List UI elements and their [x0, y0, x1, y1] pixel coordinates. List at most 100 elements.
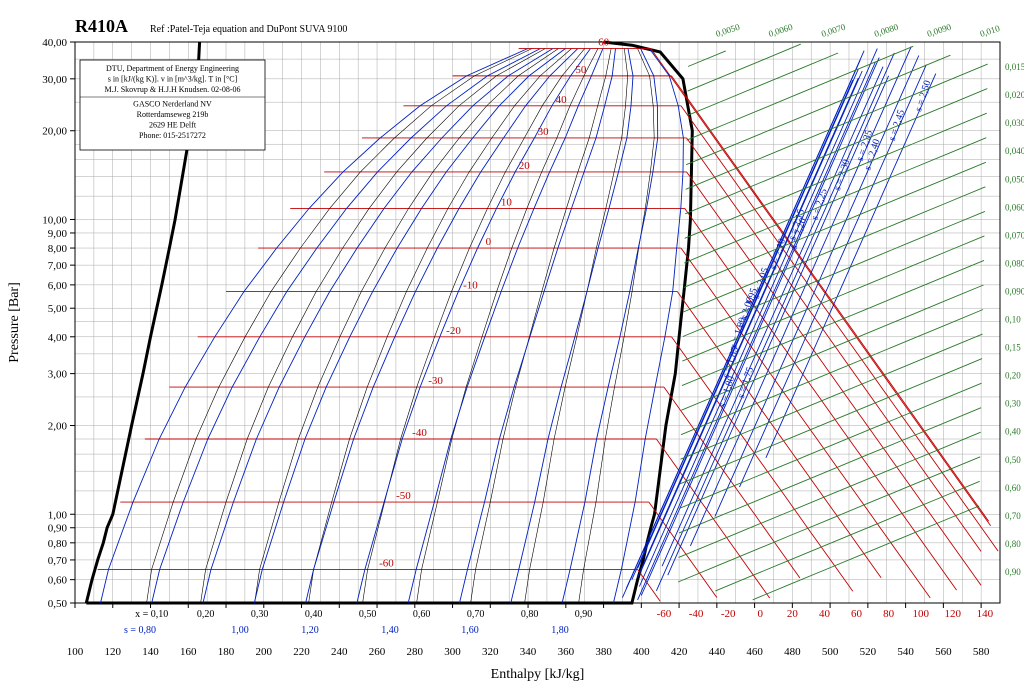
isentrope — [408, 49, 603, 603]
y-tick-label: 5,00 — [48, 303, 68, 315]
isochore-label: 0,90 — [1005, 567, 1021, 577]
x-tick-label: 440 — [709, 646, 726, 658]
y-tick-label: 3,00 — [48, 369, 68, 381]
y-tick-label: 6,00 — [48, 280, 68, 292]
y-tick-label: 9,00 — [48, 228, 68, 240]
isotherm-label: 40 — [556, 94, 568, 106]
ph-diagram: -60-50-40-30-20-100102030405060-60-40-20… — [0, 0, 1024, 691]
x-tick-label: 360 — [558, 646, 575, 658]
x-tick-label: 300 — [444, 646, 461, 658]
quality-line — [579, 49, 655, 603]
y-tick-label: 1,00 — [48, 509, 68, 521]
isochore — [688, 51, 726, 67]
x-tick-label: 520 — [860, 646, 877, 658]
x-tick-label: 160 — [180, 646, 197, 658]
quality-label: x = 0,10 — [135, 609, 168, 620]
svg-text:0: 0 — [758, 608, 764, 620]
x-tick-label: 200 — [256, 646, 273, 658]
y-tick-label: 10,00 — [42, 214, 67, 226]
isochore — [686, 55, 950, 165]
isentrope-superheat — [638, 69, 859, 568]
isentrope — [511, 49, 633, 603]
y-axis-title: Pressure [Bar] — [7, 282, 22, 362]
svg-text:80: 80 — [883, 608, 895, 620]
svg-text:60: 60 — [851, 608, 863, 620]
y-tick-label: 0,50 — [48, 598, 68, 610]
isentrope-superheat — [639, 49, 877, 587]
y-tick-label: 0,80 — [48, 538, 68, 550]
isotherm-label: 10 — [501, 196, 513, 208]
isochore — [682, 260, 984, 385]
isochore — [679, 432, 981, 557]
x-tick-label: 420 — [671, 646, 688, 658]
isotherm-label: -50 — [396, 490, 411, 502]
quality-label: 0,30 — [251, 609, 269, 620]
chart-title: R410A — [75, 16, 128, 36]
isotherm-label: -60 — [379, 557, 394, 569]
isochore-label: 0,80 — [1005, 539, 1021, 549]
info-line: s in [kJ/(kg K)]. v in [m^3/kg]. T in [°… — [108, 75, 238, 84]
x-tick-label: 500 — [822, 646, 839, 658]
quality-label: 0,50 — [359, 609, 377, 620]
isochore — [678, 457, 980, 582]
isochore — [753, 506, 980, 600]
isochore-label: 0,070 — [1005, 230, 1024, 240]
info-line: DTU, Department of Energy Engineering — [106, 64, 239, 73]
isochore-label: 0,30 — [1005, 399, 1021, 409]
isotherm-superheat — [649, 502, 717, 597]
isochore — [688, 44, 801, 91]
svg-text:-40: -40 — [689, 608, 704, 620]
quality-label: 0,70 — [467, 609, 485, 620]
x-tick-label: 340 — [520, 646, 537, 658]
isochore-label: 0,030 — [1005, 118, 1024, 128]
info-line: M.J. Skovrup & H.J.H Knudsen. 02-08-06 — [105, 85, 241, 94]
isochore-label: 0,020 — [1005, 90, 1024, 100]
isotherm-superheat — [664, 387, 800, 578]
x-tick-label: 560 — [935, 646, 952, 658]
svg-text:-60: -60 — [657, 608, 672, 620]
x-tick-label: 480 — [784, 646, 801, 658]
quality-line — [255, 49, 559, 603]
x-tick-label: 260 — [369, 646, 386, 658]
isentrope-label: s = 2,45 — [887, 108, 907, 142]
isochore-label: 0,0080 — [873, 22, 900, 39]
entropy-label: 1,00 — [231, 625, 249, 636]
isochore — [683, 187, 985, 312]
x-tick-label: 400 — [633, 646, 650, 658]
x-tick-label: 180 — [218, 646, 235, 658]
isochore-label: 0,0090 — [926, 22, 953, 39]
info-line: Phone: 015-2517272 — [139, 131, 206, 140]
entropy-label: 1,60 — [461, 625, 479, 636]
info-line: 2629 HE Delft — [149, 121, 197, 130]
info-line: Rotterdamseweg 219b — [137, 110, 209, 119]
isochore-label: 0,15 — [1005, 343, 1021, 353]
y-tick-label: 40,00 — [42, 37, 67, 49]
isentrope-label: s = 2,00 — [736, 296, 756, 330]
isentrope — [562, 49, 658, 603]
x-tick-label: 100 — [67, 646, 84, 658]
y-tick-label: 0,60 — [48, 575, 68, 587]
x-tick-label: 580 — [973, 646, 990, 658]
svg-text:-20: -20 — [721, 608, 736, 620]
isotherm-label: 60 — [598, 37, 610, 49]
isotherm-label: -10 — [463, 279, 478, 291]
entropy-label: s = 0,80 — [124, 625, 156, 636]
isochore-label: 0,60 — [1005, 483, 1021, 493]
isotherm-label: 30 — [538, 126, 550, 138]
quality-label: 0,90 — [575, 609, 593, 620]
chart-subtitle: Ref :Patel-Teja equation and DuPont SUVA… — [150, 24, 347, 35]
isochore-label: 0,090 — [1005, 286, 1024, 296]
isochore-label: 0,015 — [1005, 62, 1024, 72]
isochore-label: 0,40 — [1005, 427, 1021, 437]
isochore — [687, 46, 914, 140]
isentrope-superheat — [641, 71, 862, 571]
y-tick-label: 2,00 — [48, 421, 68, 433]
isotherm-superheat — [681, 248, 930, 598]
y-tick-label: 20,00 — [42, 126, 67, 138]
x-axis-title: Enthalpy [kJ/kg] — [491, 667, 585, 682]
x-tick-label: 240 — [331, 646, 348, 658]
isochore-label: 0,0070 — [820, 22, 847, 39]
isochore — [682, 236, 984, 361]
quality-label: 0,40 — [305, 609, 323, 620]
isotherm-label: 0 — [486, 236, 492, 248]
